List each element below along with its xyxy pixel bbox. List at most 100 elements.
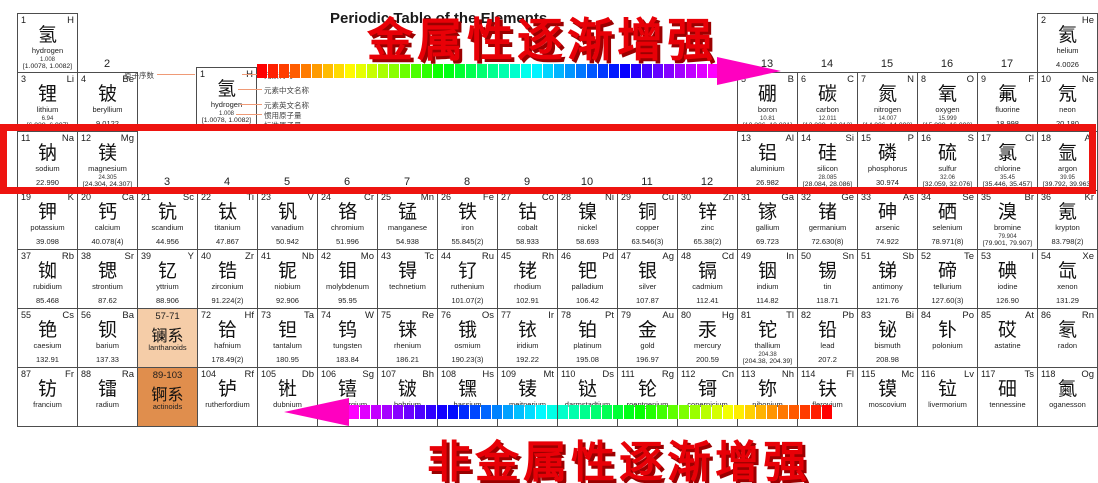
atomic-mass: 87.62 [98, 296, 117, 305]
rainbow-segment [620, 64, 630, 78]
element-symbol: Sg [362, 369, 374, 380]
element-zh-name: 𫟼 [577, 378, 597, 400]
element-symbol: Hs [482, 369, 494, 380]
atomic-number: 32 [801, 192, 812, 202]
element-F: 9 F 氟 fluorine 18.998 [977, 72, 1038, 132]
element-O: 8 O 氧 oxygen 15.999 [15.999, 16.000] [917, 72, 978, 132]
element-symbol: Bi [905, 310, 914, 321]
element-Os: 76 Os 锇 osmium 190.23(3) [437, 308, 498, 368]
element-symbol: Mo [360, 251, 374, 262]
element-en-name: caesium [33, 341, 62, 350]
element-zh-name: 𫓧 [817, 378, 837, 400]
element-en-name: lead [820, 341, 835, 350]
element-en-name: cobalt [517, 223, 538, 232]
atomic-number: 37 [21, 251, 32, 261]
element-zh-name: 𬭊 [277, 378, 297, 400]
standard-mass: [32.059, 32.076] [922, 181, 973, 188]
element-symbol: I [1031, 251, 1034, 262]
element-V: 23 V 钒 vanadium 50.942 [257, 190, 318, 250]
element-zh-name: 氟 [997, 83, 1017, 105]
conventional-mass: 1.008 [39, 57, 55, 63]
element-Zn: 30 Zn 锌 zinc 65.38(2) [677, 190, 738, 250]
rainbow-segment [646, 405, 656, 419]
element-zh-name: 铅 [817, 319, 837, 341]
element-zh-name: 溴 [997, 201, 1017, 223]
element-Rb: 37 Rb 铷 rubidium 85.468 [17, 249, 78, 309]
rainbow-segment [470, 405, 480, 419]
element-symbol: Ni [605, 192, 614, 203]
element-Ra: 88 Ra 镭 radium [77, 367, 138, 427]
element-en-name: copper [636, 223, 659, 232]
element-symbol: Mt [543, 369, 554, 380]
element-zh-name: 锡 [817, 260, 837, 282]
element-S: 16 S 硫 sulfur 32.06 [32.059, 32.076] [917, 131, 978, 191]
group-label-2: 2 [103, 58, 111, 70]
element-symbol: Xe [1082, 251, 1094, 262]
atomic-number: 6 [801, 74, 807, 84]
element-zh-name: 钋 [937, 319, 957, 341]
element-en-name: mercury [693, 341, 722, 350]
atomic-number: 23 [261, 192, 272, 202]
element-zh-name: 鿏 [517, 378, 537, 400]
element-zh-name: 铪 [217, 319, 237, 341]
element-symbol: Be [122, 74, 134, 85]
element-en-name: radon [1057, 341, 1078, 350]
element-en-name: calcium [94, 223, 121, 232]
element-symbol: Bh [422, 369, 434, 380]
element-Mo: 42 Mo 钼 molybdenum 95.95 [317, 249, 378, 309]
atomic-number: 78 [561, 310, 572, 320]
atomic-mass: 78.971(8) [931, 237, 964, 246]
element-I: 53 I 碘 iodine 126.90 [977, 249, 1038, 309]
element-Hg: 80 Hg 汞 mercury 200.59 [677, 308, 738, 368]
rainbow-segment [422, 64, 432, 78]
element-zh-name: 钪 [157, 201, 177, 223]
element-symbol: Cl [1025, 133, 1034, 144]
atomic-mass: 207.2 [818, 355, 837, 364]
atomic-mass: 131.29 [1056, 296, 1079, 305]
element-N: 7 N 氮 nitrogen 14.007 [14.006, 14.008] [857, 72, 918, 132]
element-Pb: 82 Pb 铅 lead 207.2 [797, 308, 858, 368]
element-zh-name: 氦 [1057, 24, 1077, 46]
element-zh-name: 氯 [997, 142, 1017, 164]
legend-atomic-number-label: 原子序数 [124, 71, 154, 80]
element-Tc: 43 Tc 锝 technetium [377, 249, 438, 309]
element-zh-name: 镓 [757, 201, 777, 223]
element-en-name: titanium [214, 223, 241, 232]
rainbow-segment [415, 405, 425, 419]
element-Ca: 20 Ca 钙 calcium 40.078(4) [77, 190, 138, 250]
element-symbol: C [847, 74, 854, 85]
atomic-mass: 196.97 [636, 355, 659, 364]
conventional-mass: 1.008 [218, 111, 234, 117]
element-symbol: Pb [842, 310, 854, 321]
element-Mn: 25 Mn 锰 manganese 54.938 [377, 190, 438, 250]
atomic-mass: 121.76 [876, 296, 899, 305]
atomic-mass: 192.22 [516, 355, 539, 364]
atomic-number: 81 [741, 310, 752, 320]
element-zh-name: 鿫 [1057, 378, 1077, 400]
element-symbol: Co [541, 192, 554, 203]
atomic-mass: 51.996 [336, 237, 359, 246]
element-symbol: Mn [420, 192, 434, 203]
atomic-mass: 106.42 [576, 296, 599, 305]
element-zh-name: 铑 [517, 260, 537, 282]
element-zh-name: 钒 [277, 201, 297, 223]
element-zh-name: 硒 [937, 201, 957, 223]
element-Xe: 54 Xe 氙 xenon 131.29 [1037, 249, 1098, 309]
group-label-10: 10 [580, 176, 594, 188]
element-Lv: 116 Lv 𫟷 livermorium [917, 367, 978, 427]
element-symbol: Rg [661, 369, 674, 380]
atomic-number: 41 [261, 251, 272, 261]
element-zh-name: 钠 [37, 142, 57, 164]
element-Rf: 104 Rf 𬬻 rutherfordium [197, 367, 258, 427]
element-Ga: 31 Ga 镓 gallium 69.723 [737, 190, 798, 250]
conventional-mass: 35.45 [999, 175, 1015, 181]
element-zh-name: 氙 [1057, 260, 1077, 282]
element-zh-name: 铌 [277, 260, 297, 282]
element-zh-name: 铂 [577, 319, 597, 341]
rainbow-segment [323, 64, 333, 78]
rainbow-segment [580, 405, 590, 419]
rainbow-segment [587, 64, 597, 78]
element-en-name: tungsten [333, 341, 362, 350]
element-zh-name: 钯 [577, 260, 597, 282]
rainbow-segment [822, 405, 832, 419]
